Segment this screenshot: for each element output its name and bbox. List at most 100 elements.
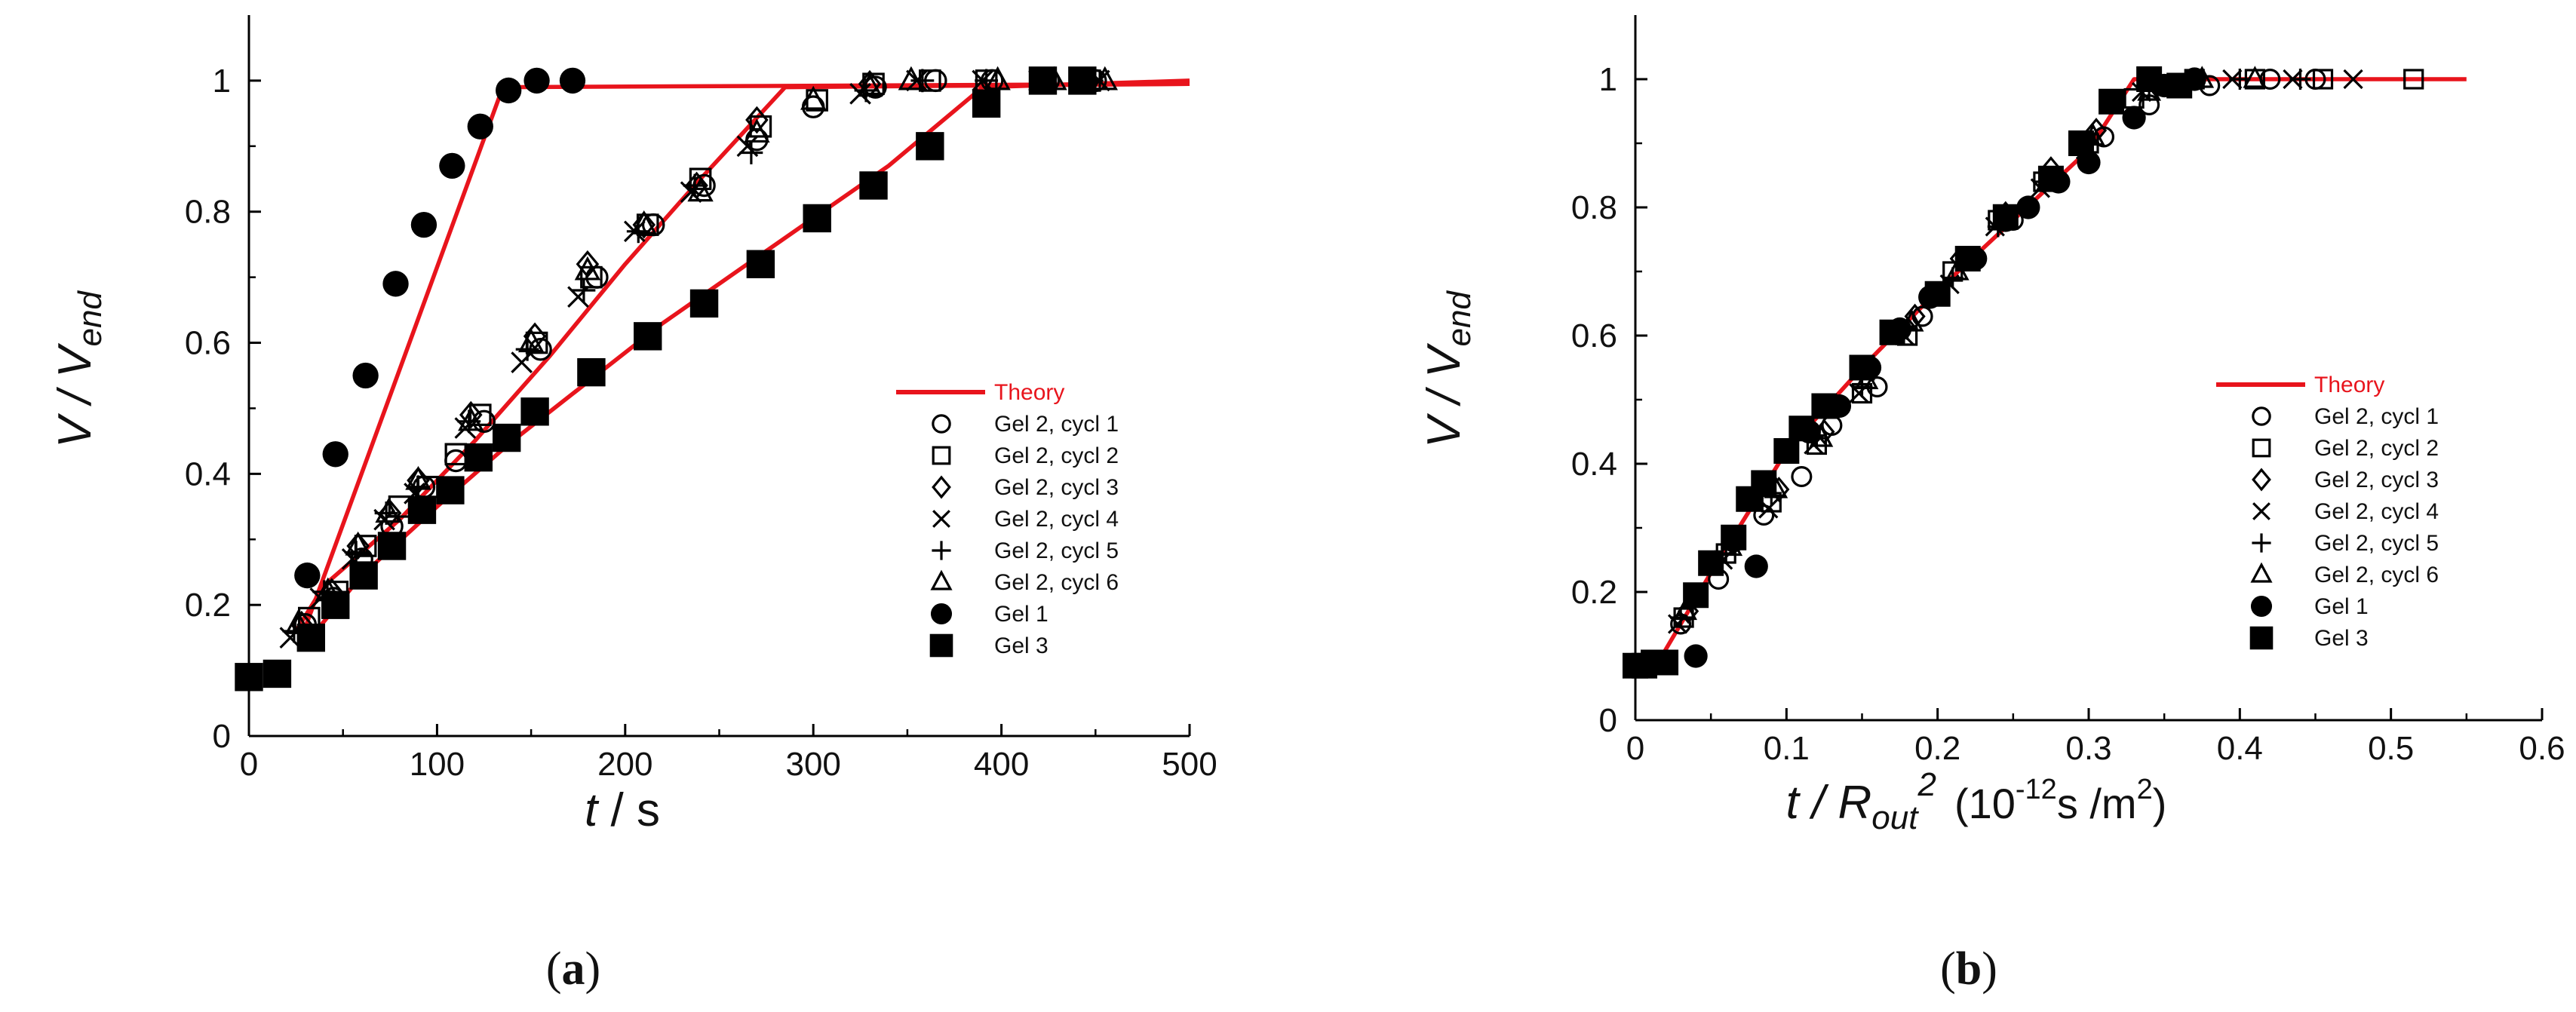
data-point bbox=[2312, 69, 2334, 90]
y-tick-label: 0.8 bbox=[1571, 189, 1617, 226]
data-point bbox=[296, 623, 326, 652]
data-point bbox=[862, 72, 885, 96]
data-point bbox=[520, 397, 549, 426]
data-point bbox=[1653, 649, 1679, 676]
data-point bbox=[352, 362, 379, 389]
data-point bbox=[2289, 69, 2311, 90]
data-point bbox=[2037, 165, 2064, 192]
data-point bbox=[1811, 393, 1838, 419]
x-tick-label: 200 bbox=[597, 746, 652, 783]
series-gel-2-cycl-1 bbox=[1670, 68, 2326, 635]
series-gel-2-cycl-1 bbox=[293, 69, 1107, 636]
tick-labels-a: 0 100 200 300 400 500 0 0.2 0.4 0.6 0.8 1 bbox=[185, 63, 1217, 783]
data-point bbox=[634, 322, 662, 351]
data-point bbox=[458, 406, 484, 431]
legend-marker bbox=[2252, 502, 2271, 520]
data-point bbox=[2085, 118, 2108, 143]
tick-labels-b: 0 0.1 0.2 0.3 0.4 0.5 0.6 0 0.2 0.4 0.6 0.8 1 bbox=[1571, 61, 2565, 767]
y-tick-label: 1 bbox=[213, 63, 231, 100]
legend-label: Gel 1 bbox=[994, 602, 1049, 627]
legend-label: Gel 2, cycl 2 bbox=[2314, 436, 2439, 461]
data-point bbox=[322, 441, 348, 468]
series-gel-3 bbox=[235, 66, 1097, 692]
data-point bbox=[2016, 195, 2040, 219]
data-point bbox=[1791, 465, 1813, 487]
data-point bbox=[1068, 66, 1097, 95]
data-point bbox=[405, 465, 431, 490]
data-point bbox=[382, 271, 409, 297]
x-tick-label: 0.3 bbox=[2065, 730, 2111, 767]
data-point bbox=[1924, 281, 1951, 307]
data-point bbox=[916, 132, 944, 161]
legend-marker bbox=[2252, 468, 2271, 492]
legend-marker bbox=[932, 510, 950, 528]
legend-label: Theory bbox=[994, 380, 1064, 405]
data-point bbox=[972, 89, 1001, 118]
data-point bbox=[689, 289, 719, 318]
legend-marker bbox=[932, 446, 951, 465]
y-tick-label: 0 bbox=[213, 718, 231, 755]
data-points-a bbox=[235, 66, 1118, 692]
data-point bbox=[492, 423, 521, 452]
data-point bbox=[2068, 130, 2094, 156]
y-tick-label: 0.6 bbox=[1571, 317, 1617, 354]
data-point bbox=[2099, 88, 2125, 115]
legend-label: Theory bbox=[2314, 373, 2384, 397]
chart-panel-b: 0 0.1 0.2 0.3 0.4 0.5 0.6 0 0.2 0.4 0.6 0.8 1 V / Ve… bbox=[1418, 15, 2565, 995]
data-point bbox=[321, 590, 350, 619]
legend-marker bbox=[932, 541, 951, 560]
data-point bbox=[856, 72, 883, 97]
data-point bbox=[2343, 69, 2363, 90]
y-tick-label: 0.2 bbox=[185, 587, 231, 624]
data-point bbox=[1788, 416, 1815, 442]
x-tick-label: 300 bbox=[785, 746, 840, 783]
data-point bbox=[515, 337, 539, 361]
data-point bbox=[984, 66, 1011, 90]
legend-label: Gel 2, cycl 3 bbox=[994, 475, 1119, 500]
x-tick-label: 0 bbox=[240, 746, 258, 783]
legend-label: Gel 2, cycl 1 bbox=[994, 412, 1119, 437]
data-point bbox=[1091, 66, 1118, 90]
series-gel-2-cycl-2 bbox=[1673, 69, 2424, 628]
data-point bbox=[803, 204, 831, 233]
series-gel-2-cycl-5 bbox=[1670, 69, 2311, 628]
legend-marker bbox=[930, 603, 953, 625]
data-point bbox=[687, 177, 714, 202]
y-tick-label: 1 bbox=[1599, 61, 1617, 98]
data-point bbox=[517, 328, 545, 353]
data-point bbox=[1849, 354, 1875, 381]
data-point bbox=[1904, 303, 1926, 330]
panel-caption-b: (b) bbox=[1940, 943, 1997, 995]
data-point bbox=[1698, 550, 1724, 576]
data-point bbox=[523, 67, 550, 94]
data-point bbox=[1721, 524, 1747, 550]
axes-b bbox=[1634, 15, 2544, 722]
data-point bbox=[2122, 106, 2146, 130]
y-tick-label: 0.4 bbox=[1571, 446, 1617, 483]
x-tick-label: 0 bbox=[1626, 730, 1644, 767]
data-point bbox=[1751, 470, 1777, 496]
series-gel-2-cycl-4 bbox=[1667, 69, 2363, 634]
series-gel-1 bbox=[294, 67, 586, 589]
data-point bbox=[294, 562, 321, 589]
x-tick-label: 400 bbox=[974, 746, 1029, 783]
data-point bbox=[1879, 319, 1905, 345]
data-point bbox=[407, 475, 430, 499]
legend-marker bbox=[2250, 595, 2273, 618]
legend-label: Gel 2, cycl 2 bbox=[994, 443, 1119, 468]
legend-label: Gel 2, cycl 6 bbox=[2314, 563, 2439, 587]
legend-marker bbox=[930, 569, 953, 590]
legend-marker bbox=[932, 414, 951, 434]
data-point bbox=[800, 85, 827, 110]
data-point bbox=[2403, 69, 2424, 90]
data-point bbox=[2077, 150, 2101, 175]
x-tick-label: 100 bbox=[410, 746, 465, 783]
data-point bbox=[1673, 597, 1697, 621]
data-point bbox=[1744, 554, 1768, 578]
series-gel-2-cycl-6 bbox=[284, 66, 1118, 634]
y-tick-label: 0.8 bbox=[185, 194, 231, 231]
data-point bbox=[744, 118, 770, 143]
data-points-b bbox=[1623, 66, 2424, 679]
